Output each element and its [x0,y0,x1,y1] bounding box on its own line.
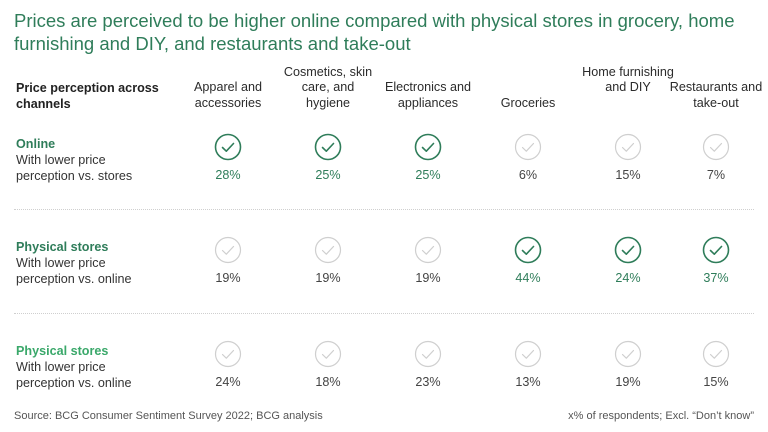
value-label: 44% [515,271,541,285]
value-label: 19% [415,271,441,285]
check-circle-muted-icon [614,133,642,161]
check-circle-muted-icon [214,340,242,368]
check-circle-muted-icon [514,340,542,368]
value-label: 19% [315,271,341,285]
check-circle-muted-icon [614,340,642,368]
value-label: 37% [703,271,729,285]
value-label: 13% [515,375,541,389]
value-label: 15% [615,168,641,182]
row-label: Online With lower price perception vs. st… [16,136,186,184]
check-circle-muted-icon [702,133,730,161]
column-header: Apparel and accessories [194,80,262,110]
column-header: Electronics and appliances [384,80,472,110]
value-label: 24% [215,375,241,389]
channel-description: With lower price perception vs. online [16,360,132,390]
check-circle-icon [702,236,730,264]
value-label: 19% [215,271,241,285]
column-header: Restaurants and take-out [669,80,763,110]
row-label-header: Price perception across channels [16,81,159,111]
check-circle-icon [214,133,242,161]
check-circle-muted-icon [414,236,442,264]
channel-name: Online [16,137,56,151]
check-circle-icon [514,236,542,264]
row-label: Physical stores With lower price percepti… [16,343,186,391]
row-divider [14,313,754,314]
value-label: 15% [703,375,729,389]
row-divider [14,209,754,210]
check-circle-icon [414,133,442,161]
chart-title: Prices are perceived to be higher online… [14,10,735,54]
value-label: 19% [615,375,641,389]
source-note: Source: BCG Consumer Sentiment Survey 20… [14,410,323,422]
value-label: 23% [415,375,441,389]
value-label: 28% [215,168,241,182]
value-label: 18% [315,375,341,389]
check-circle-muted-icon [214,236,242,264]
column-header: Groceries [500,95,556,110]
channel-description: With lower price perception vs. stores [16,153,133,183]
check-circle-muted-icon [514,133,542,161]
check-circle-icon [314,133,342,161]
check-circle-icon [614,236,642,264]
channel-name: Physical stores [16,344,109,358]
check-circle-muted-icon [314,236,342,264]
column-header: Cosmetics, skin care, and hygiene [283,64,373,110]
column-header: Home furnishing and DIY [582,64,674,95]
value-label: 7% [706,168,726,182]
row-label: Physical stores With lower price percepti… [16,239,186,287]
value-label: 24% [615,271,641,285]
value-label: 25% [315,168,341,182]
value-label: 6% [518,168,538,182]
respondents-note: x% of respondents; Excl. “Don’t know” [568,410,754,422]
check-circle-muted-icon [314,340,342,368]
value-label: 25% [415,168,441,182]
channel-name: Physical stores [16,240,109,254]
check-circle-muted-icon [702,340,730,368]
channel-description: With lower price perception vs. online [16,256,132,286]
check-circle-muted-icon [414,340,442,368]
